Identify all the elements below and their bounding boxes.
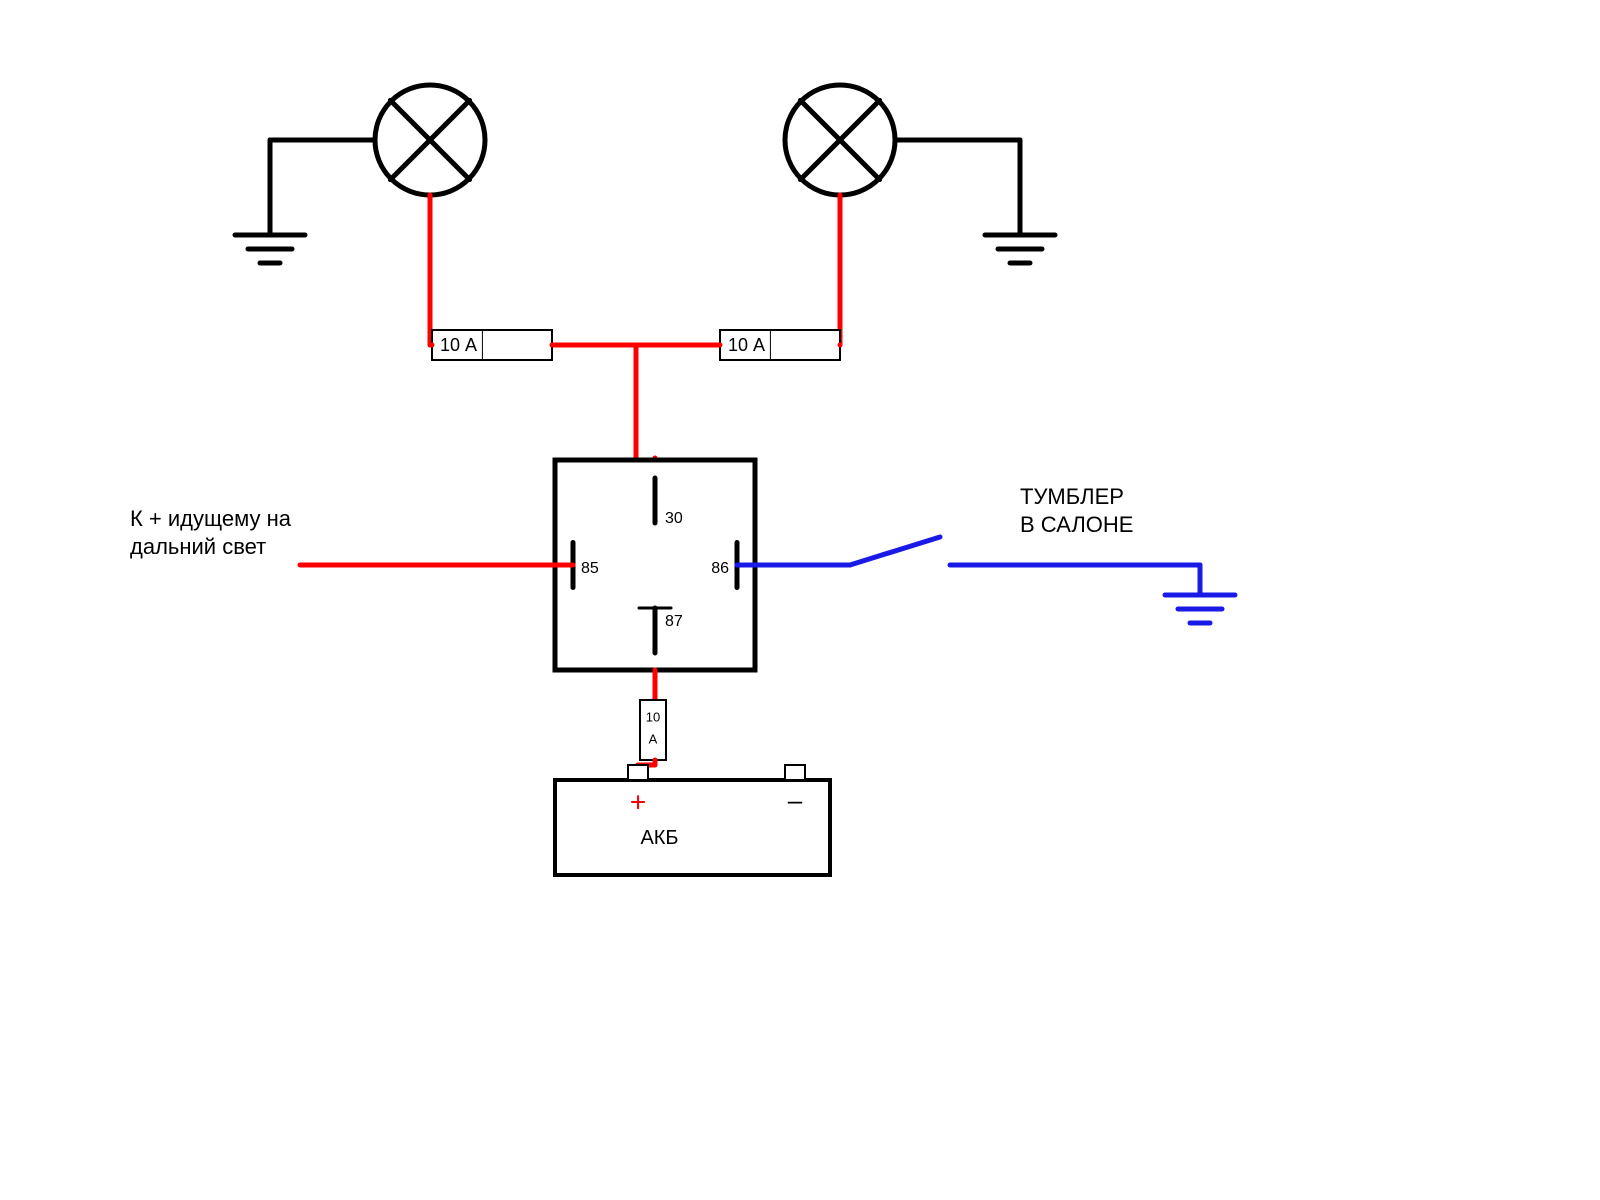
pin-85-label: 85 bbox=[581, 560, 599, 577]
fuse-right-label: 10 А bbox=[728, 335, 765, 355]
pin-86-label: 86 bbox=[711, 560, 729, 577]
battery-neg-terminal bbox=[785, 765, 805, 780]
battery-pos-terminal bbox=[628, 765, 648, 780]
fuse-bottom-label-2: А bbox=[649, 731, 658, 746]
pin-30-label: 30 bbox=[665, 510, 683, 527]
note-right-line2: В САЛОНЕ bbox=[1020, 512, 1133, 537]
fuse-left-label: 10 А bbox=[440, 335, 477, 355]
note-right-line1: ТУМБЛЕР bbox=[1020, 484, 1124, 509]
note-left-line2: дальний свет bbox=[130, 534, 266, 559]
battery-label: АКБ bbox=[640, 827, 678, 849]
note-left-line1: К + идущему на bbox=[130, 506, 292, 531]
fuse-bottom-label-1: 10 bbox=[646, 709, 660, 724]
battery-minus: – bbox=[788, 785, 803, 815]
pin-87-label: 87 bbox=[665, 613, 683, 630]
battery-plus: + bbox=[630, 786, 646, 817]
cabin-toggle-switch bbox=[850, 537, 940, 565]
